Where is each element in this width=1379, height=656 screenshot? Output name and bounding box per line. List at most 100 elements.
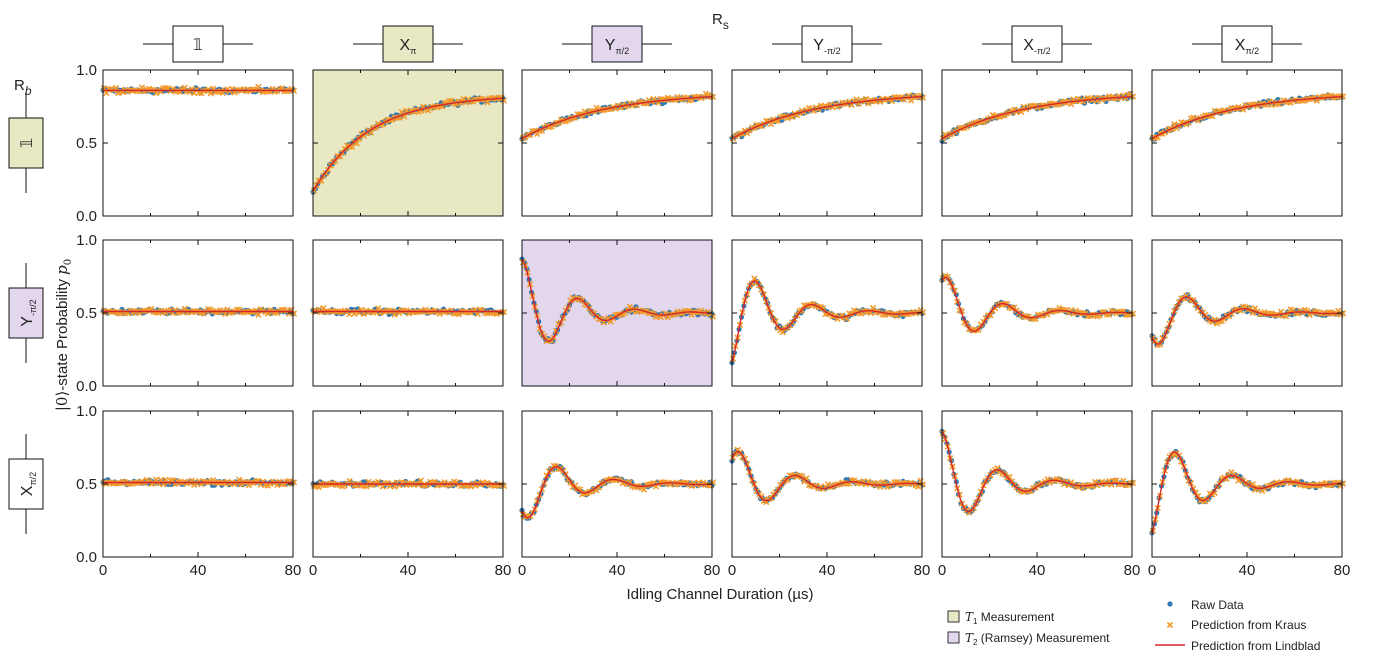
kraus-prediction-marker [315, 483, 322, 491]
kraus-prediction-marker [1339, 93, 1347, 100]
kraus-prediction-marker [919, 309, 927, 316]
y-tick-label: 0.5 [76, 476, 97, 493]
kraus-prediction-marker [484, 99, 491, 106]
kraus-prediction-marker [336, 153, 344, 160]
kraus-prediction-marker [907, 97, 915, 104]
panel-grid: 0.0 0.5 1.0 0.0 0.5 1.0 0.0 0.5 1.0 0 40 80 0 40 80 0 40… [76, 62, 1350, 579]
gate-label: Xπ/2 [1235, 37, 1259, 56]
panel-r1-c1 [310, 239, 508, 387]
gate-label: 𝟙 [19, 138, 36, 148]
kraus-prediction-marker [255, 83, 262, 91]
kraus-prediction-marker [1223, 475, 1230, 483]
row-gate-column: 𝟙 Y-π/2 Xπ/2 [8, 93, 44, 534]
lindblad-prediction-line [941, 96, 1132, 140]
lindblad-prediction-line [731, 96, 922, 140]
x-tick-label: 80 [495, 562, 512, 579]
x-tick-label: 40 [190, 562, 207, 579]
x-tick-label: 80 [1124, 562, 1141, 579]
kraus-prediction-marker [252, 307, 260, 314]
x-tick-label: 80 [914, 562, 931, 579]
kraus-prediction-marker [415, 481, 422, 489]
kraus-prediction-marker [1129, 310, 1137, 317]
kraus-prediction-marker [205, 86, 212, 93]
kraus-prediction-marker [221, 310, 229, 318]
panel-r1-c5 [1149, 239, 1347, 387]
legend-label: Raw Data [1191, 598, 1244, 612]
kraus-prediction-marker [138, 84, 146, 91]
t1-legend-swatch [947, 610, 960, 623]
kraus-prediction-marker [1129, 93, 1137, 100]
panel-r2-c5: 0 40 80 [1148, 410, 1350, 579]
column-gate-1: Xπ [353, 25, 463, 63]
gate-box [8, 287, 44, 339]
column-gate-2: Yπ/2 [562, 25, 672, 63]
x-tick-label: 40 [400, 562, 417, 579]
x-tick-label: 40 [819, 562, 836, 579]
lindblad-prediction-line [941, 431, 1132, 513]
gate-label: Y-π/2 [813, 37, 840, 56]
x-tick-label: 0 [728, 562, 736, 579]
x-tick-label: 0 [938, 562, 946, 579]
x-tick-label: 80 [704, 562, 721, 579]
kraus-prediction-marker [1339, 310, 1347, 317]
kraus-prediction-marker [391, 483, 398, 490]
kraus-prediction-marker [320, 305, 327, 312]
lindblad-prediction-line [521, 96, 712, 140]
t2-legend-swatch [947, 631, 960, 644]
lindblad-prediction-line [312, 97, 503, 192]
panel-r1-c4 [939, 239, 1137, 387]
x-tick-label: 40 [1029, 562, 1046, 579]
y-tick-label: 0.0 [76, 549, 97, 566]
panel-r1-c0: 0.0 0.5 1.0 [76, 232, 298, 395]
lindblad-prediction-line [731, 280, 922, 364]
y-tick-label: 1.0 [76, 232, 97, 249]
kraus-prediction-marker [374, 305, 382, 312]
kraus-prediction-marker [944, 273, 951, 281]
kraus-legend-marker [1166, 621, 1174, 629]
panel-r0-c1 [310, 69, 508, 217]
kraus-prediction-marker [784, 476, 791, 484]
y-tick-label: 0.0 [76, 378, 97, 395]
x-tick-label: 40 [1239, 562, 1256, 579]
panel-background [732, 70, 922, 216]
panel-r1-c3 [729, 239, 927, 387]
y-tick-label: 0.5 [76, 135, 97, 152]
legend-label: Prediction from Lindblad [1191, 639, 1320, 653]
lindblad-prediction-line [521, 465, 713, 519]
kraus-prediction-marker [1113, 477, 1120, 484]
gate-label: Xπ [400, 37, 417, 56]
panel-r0-c5 [1149, 69, 1347, 217]
figure-titles: Rs Rb Idling Channel Duration (µs) |0⟩-s… [14, 11, 814, 603]
kraus-prediction-marker [987, 312, 994, 319]
kraus-prediction-marker [779, 329, 786, 336]
kraus-prediction-marker [709, 313, 717, 320]
kraus-prediction-marker [915, 483, 922, 490]
legend-label: T2 (Ramsey) Measurement [965, 631, 1110, 647]
gate-box [591, 25, 643, 63]
kraus-prediction-marker [290, 87, 298, 94]
y-tick-label: 1.0 [76, 62, 97, 79]
column-gate-4: X-π/2 [982, 25, 1092, 63]
gate-box [172, 25, 224, 63]
x-tick-label: 0 [1148, 562, 1156, 579]
x-tick-label: 0 [309, 562, 317, 579]
legend-label: Prediction from Kraus [1191, 618, 1306, 632]
panel-background [313, 70, 503, 216]
kraus-prediction-marker [1006, 473, 1013, 481]
kraus-prediction-marker [1190, 297, 1197, 304]
gate-label: Xπ/2 [19, 472, 38, 496]
column-gate-3: Y-π/2 [772, 25, 882, 63]
panel-background [1152, 70, 1342, 216]
gate-box [1011, 25, 1063, 63]
panel-r0-c3 [729, 69, 927, 217]
row-header-title: Rb [14, 77, 32, 98]
kraus-prediction-marker [869, 304, 877, 312]
kraus-prediction-marker [798, 473, 805, 480]
legend-label: T1 Measurement [965, 610, 1055, 626]
kraus-prediction-marker [853, 96, 860, 103]
kraus-prediction-marker [500, 308, 508, 316]
panel-r2-c1: 0 40 80 [309, 410, 512, 579]
kraus-prediction-marker [820, 305, 827, 312]
gate-label: Yπ/2 [605, 37, 629, 56]
